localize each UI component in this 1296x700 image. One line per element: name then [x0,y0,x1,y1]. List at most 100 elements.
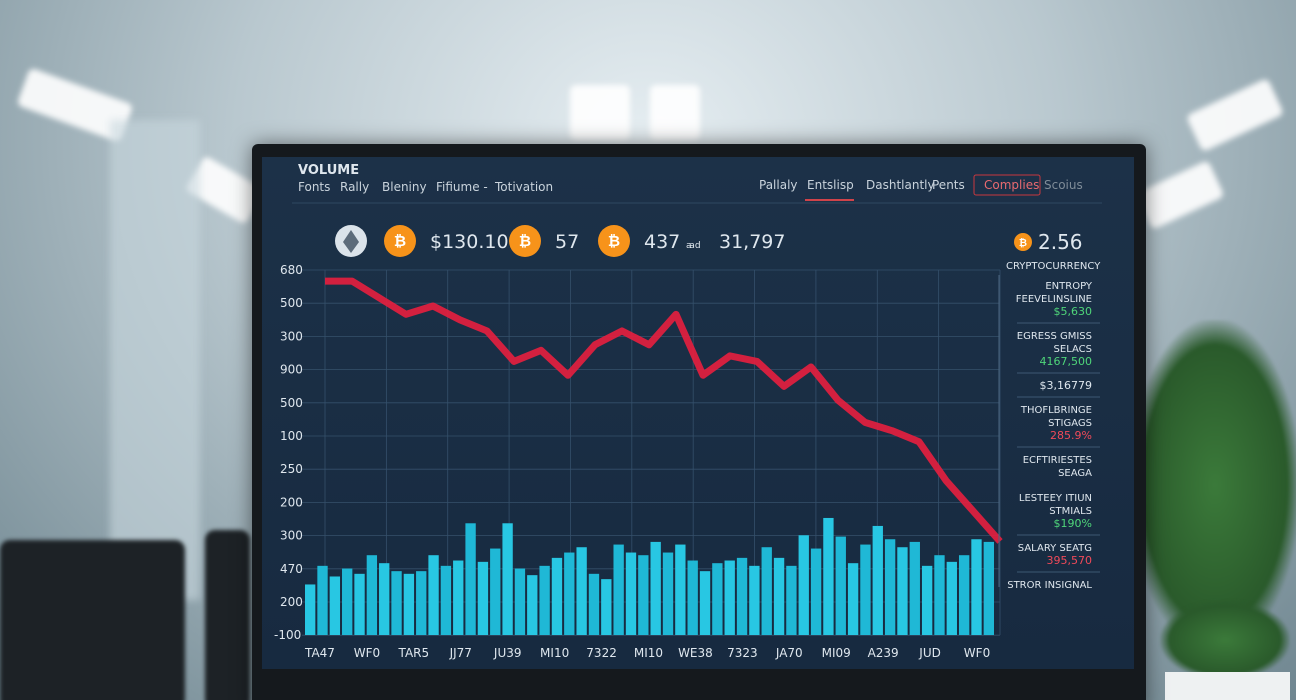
tab: Complies [984,178,1039,192]
x-axis-label: WF0 [964,646,990,660]
volume-bar [786,565,797,635]
volume-bar [453,560,464,635]
volume-bar [983,541,994,635]
ceiling-light [570,85,630,140]
sidebar-label: LESTEEY ITIUN [1019,493,1092,504]
tab: Fonts [298,180,330,194]
volume-bar [761,547,772,635]
tab: Entslisp [807,178,854,192]
volume-bar [576,547,587,635]
sidebar-value: $3,16779 [1040,379,1093,392]
volume-bar [317,565,328,635]
volume-bar [342,568,353,635]
y-axis-label: 470 [280,562,303,576]
dashboard: VOLUME ₿ ₿ ₿ ₿ 2.56 Fonts Rally Bleniny Fif… [274,163,1102,660]
y-axis-label: -100 [274,628,301,642]
volume-bar [971,539,982,635]
volume-bar [490,548,501,635]
x-axis-label: A239 [868,646,899,660]
tab: Fifiume - [436,180,488,194]
ceiling-light [1135,159,1225,231]
volume-bar [773,557,785,635]
price-line [325,277,1003,544]
ticker-value: 57 [555,231,579,253]
volume-bar [564,552,575,635]
tab: Rally [340,180,369,194]
y-axis-label: 500 [280,396,303,410]
volume-bar [736,557,748,635]
ticker-value: 437 [644,231,680,253]
sidebar-value: 395,570 [1047,554,1093,567]
volume-bar [502,523,513,635]
sidebar-value: 4167,500 [1040,355,1093,368]
sidebar-label: EGRESS GMISS [1017,331,1092,342]
x-axis-label: MI10 [540,646,569,660]
ticker-value: ꜳd [686,241,701,251]
volume-bar [958,555,970,635]
btc-icon [1014,233,1032,251]
x-axis-label: JA70 [775,646,803,660]
volume-bar [514,568,526,635]
volume-bar [699,571,711,635]
volume-bar [305,584,316,635]
tab-highlight [973,174,1041,196]
volume-bar [440,565,452,635]
ceiling-light [1185,77,1285,153]
volume-bar [391,571,402,635]
volume-bar [810,548,822,635]
btc-glyph: ₿ [1019,237,1027,249]
btc-glyph: ₿ [519,232,531,250]
sidebar-value: $5,630 [1054,305,1093,318]
tab: Pallaly [759,178,798,192]
sidebar-label: SELACS [1054,344,1092,355]
tab: Scoius [1044,178,1083,192]
ticker-value: $130.10 [430,231,509,253]
btc-icon [384,225,416,257]
header-title: VOLUME [298,163,359,178]
volume-bar [638,555,649,635]
btc-glyph: ₿ [608,232,620,250]
eth-glyph [343,230,359,253]
volume-bar [946,561,957,635]
sidebar-label: STIGAGS [1048,418,1092,429]
chair [205,530,250,700]
volume-bar [650,541,661,635]
volume-bar [847,563,859,635]
y-axis-label: 100 [280,429,303,443]
volume-bar [921,565,933,635]
volume-bar [687,560,698,635]
x-axis-label: TA47 [304,646,335,660]
x-axis-label: MI10 [634,646,663,660]
volume-bar [823,517,834,635]
volume-bar [749,565,760,635]
sidebar-label: ENTROPY [1045,281,1093,292]
volume-bar [613,544,624,635]
y-axis-label: 300 [280,529,303,543]
plant [1160,600,1290,680]
volume-bar [465,523,476,635]
volume-bar [403,573,415,635]
y-axis-label: 200 [280,595,303,609]
volume-bar [354,573,365,635]
ticker-value: 31,797 [719,231,785,253]
volume-bar [897,547,908,635]
tab: Bleniny [382,180,427,194]
sidebar-label: FEEVELINSLINE [1016,294,1092,305]
volume-bar [884,539,896,635]
volume-bar [662,552,674,635]
sidebar-value: 285.9% [1050,429,1092,442]
x-axis-label: JU39 [493,646,522,660]
volume-bar [625,552,637,635]
volume-bar [872,525,883,635]
volume-bar [934,555,945,635]
volume-bar [860,544,871,635]
volume-bar [539,565,550,635]
sidebar-label: STMIALS [1049,506,1092,517]
volume-bar [551,557,563,635]
ceiling-light [650,85,700,140]
pot [1165,672,1290,700]
chair [0,540,185,700]
sidebar-title: CRYPTOCURRENCY [1006,261,1101,272]
volume-bar [675,544,686,635]
